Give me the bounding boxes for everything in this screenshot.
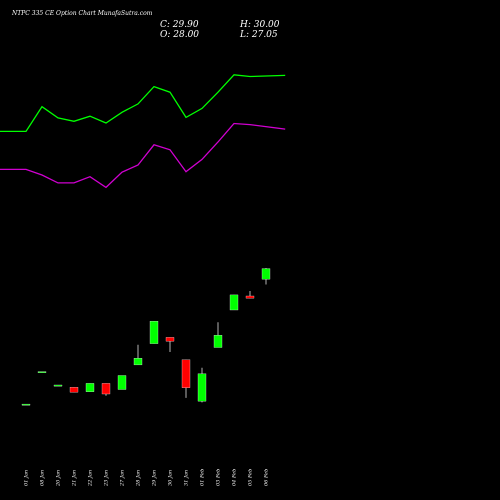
- x-tick-label: 06 Feb: [264, 469, 270, 486]
- candles: [21, 268, 271, 406]
- x-tick-label: 30 Jan: [168, 470, 174, 486]
- upper-band-line: [0, 74, 286, 133]
- upper-band-polyline: [0, 74, 286, 133]
- candle-body: [117, 375, 127, 390]
- close-value: C: 29.90: [160, 20, 199, 30]
- candle: [245, 291, 255, 299]
- candle: [85, 383, 95, 392]
- candle-body: [85, 383, 95, 392]
- x-tick-label: 20 Jan: [56, 470, 62, 487]
- low-value: L: 27.05: [240, 30, 278, 40]
- chart-title: NTPC 335 CE Option Chart MunafaSutra.com: [12, 10, 153, 17]
- candle: [181, 359, 191, 398]
- x-axis-ticks: 01 Jan 08 Jan 20 Jan 21 Jan 22 Jan 23 Jan 27 J…: [24, 469, 270, 487]
- x-tick-label: 28 Jan: [136, 470, 142, 487]
- x-tick-label: 22 Jan: [88, 470, 94, 487]
- x-tick-label: 21 Jan: [72, 470, 78, 487]
- candle-body: [261, 268, 271, 280]
- candle-body: [37, 371, 47, 373]
- candle: [229, 294, 239, 311]
- candle: [37, 371, 47, 373]
- candle-body: [21, 403, 31, 406]
- candle-body: [245, 295, 255, 299]
- candle-body: [53, 384, 63, 387]
- x-tick-label: 01 Feb: [200, 469, 206, 486]
- x-tick-label: 04 Feb: [232, 469, 238, 486]
- lower-band-line: [0, 122, 286, 189]
- lower-band-polyline: [0, 122, 286, 189]
- candle: [117, 375, 127, 390]
- candle-body: [197, 373, 207, 402]
- high-value: H: 30.00: [240, 20, 280, 30]
- candle-body: [229, 294, 239, 311]
- candle-body: [181, 359, 191, 388]
- candle: [149, 321, 159, 344]
- x-tick-label: 31 Jan: [184, 470, 190, 486]
- open-value: O: 28.00: [160, 30, 200, 40]
- candle-body: [69, 387, 79, 393]
- x-tick-label: 01 Jan: [24, 470, 30, 486]
- candle: [213, 322, 223, 348]
- candle-body: [133, 358, 143, 366]
- x-tick-label: 05 Feb: [248, 469, 254, 486]
- candle: [133, 344, 143, 366]
- candle: [53, 384, 63, 387]
- candle-body: [165, 337, 175, 342]
- candle: [69, 387, 79, 393]
- candle: [101, 383, 111, 396]
- candle-body: [213, 335, 223, 348]
- candle-body: [101, 383, 111, 395]
- x-tick-label: 23 Jan: [104, 470, 110, 487]
- candle: [165, 337, 175, 352]
- x-tick-label: 08 Jan: [40, 470, 46, 486]
- candle-body: [149, 321, 159, 344]
- x-tick-label: 03 Feb: [216, 469, 222, 486]
- x-tick-label: 27 Jan: [120, 470, 126, 487]
- candle: [21, 403, 31, 406]
- candle: [197, 367, 207, 403]
- x-tick-label: 29 Jan: [152, 470, 158, 487]
- candle: [261, 268, 271, 285]
